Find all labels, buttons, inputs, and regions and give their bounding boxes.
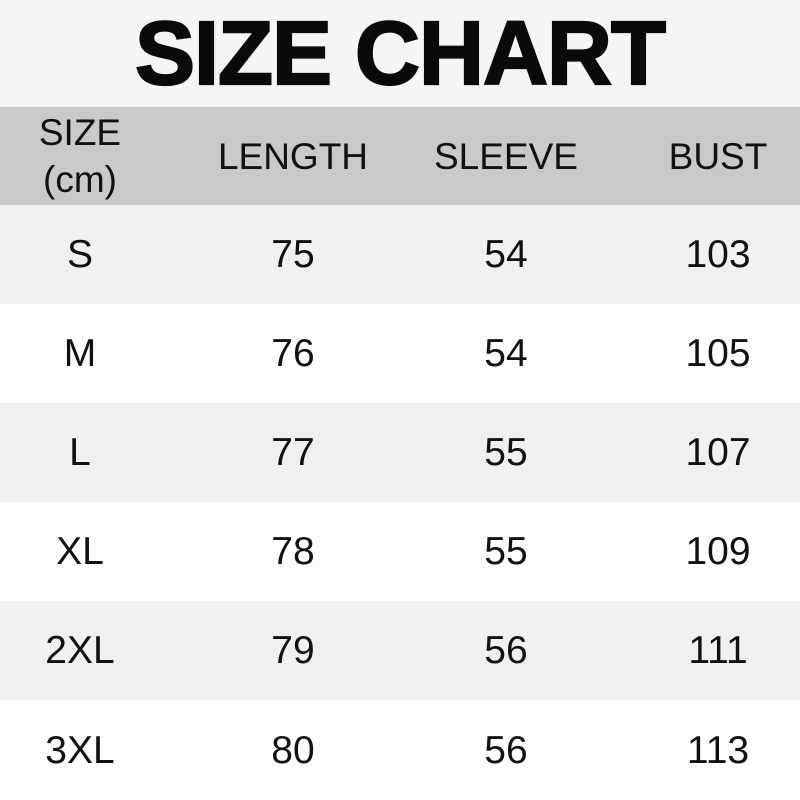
size-table: SIZE (cm) LENGTH SLEEVE BUST S 75 54 103… [0,107,800,800]
sleeve-cell: 55 [484,530,528,573]
header-size-line1: SIZE [38,112,122,153]
length-cell: 78 [271,530,315,573]
title-section: SIZE CHART [0,0,800,107]
header-length: LENGTH [217,135,369,177]
table-row-l: L 77 55 107 [0,403,800,502]
size-cell: XL [56,530,104,573]
sleeve-cell: 56 [484,728,528,772]
table-row-s: S 75 54 103 [0,205,800,304]
bust-cell: 107 [685,431,751,474]
size-cell: L [69,431,91,474]
size-cell: 3XL [45,728,115,772]
table-row-3xl: 3XL 80 56 113 [0,700,800,800]
length-cell: 77 [271,431,315,474]
length-cell: 75 [271,233,315,276]
bust-cell: 109 [685,530,751,573]
bust-cell: 103 [685,233,751,276]
length-cell: 76 [271,332,315,375]
sleeve-cell: 54 [484,332,528,375]
size-cell: S [66,233,93,276]
bust-cell: 105 [685,332,751,375]
header-size: SIZE (cm) [0,107,160,205]
bust-cell: 113 [686,728,750,772]
table-row-xl: XL 78 55 109 [0,502,800,601]
header-size-line2: (cm) [43,159,117,200]
length-cell: 79 [271,629,315,672]
size-cell: M [63,332,97,375]
sleeve-cell: 55 [484,431,528,474]
page-title: SIZE CHART [134,3,667,104]
table-row-m: M 76 54 105 [0,304,800,403]
table-header-row: SIZE (cm) LENGTH SLEEVE BUST [0,107,800,205]
bust-cell: 111 [688,629,748,672]
sleeve-cell: 54 [484,233,528,276]
size-cell: 2XL [45,629,115,672]
header-bust: BUST [668,135,768,177]
length-cell: 80 [271,728,315,772]
header-sleeve: SLEEVE [434,135,578,177]
sleeve-cell: 56 [484,629,528,672]
table-row-2xl: 2XL 79 56 111 [0,601,800,700]
